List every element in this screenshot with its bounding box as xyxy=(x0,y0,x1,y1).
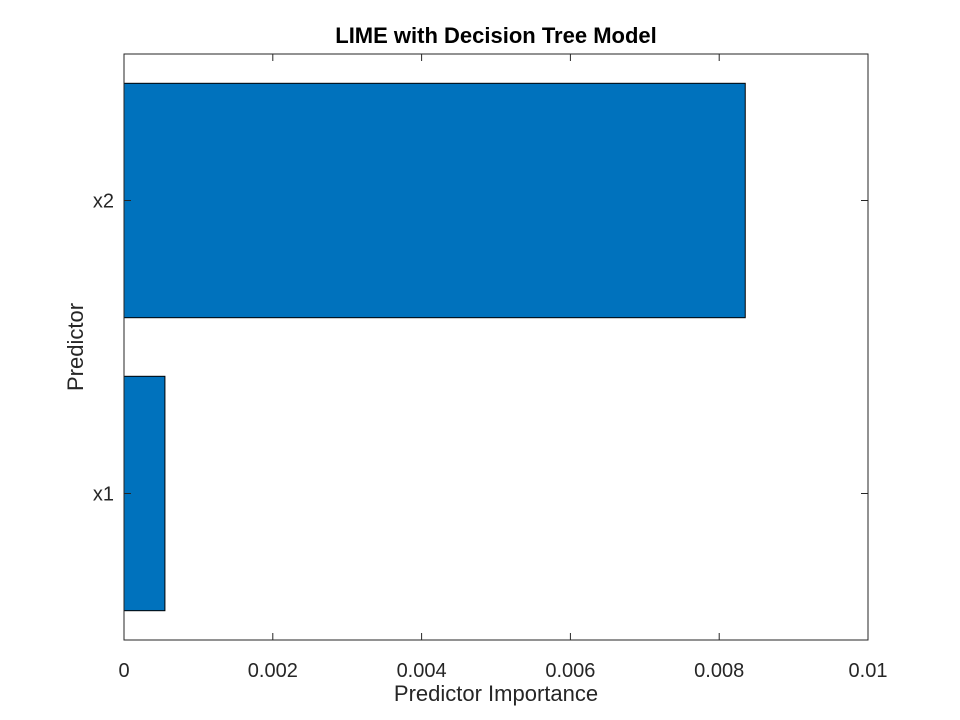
y-tick-label-x2: x2 xyxy=(93,191,114,213)
y-tick-label-x1: x1 xyxy=(93,484,114,506)
chart-title: LIME with Decision Tree Model xyxy=(335,23,657,48)
x-tick-label: 0.008 xyxy=(694,660,744,682)
x-axis-label: Predictor Importance xyxy=(394,681,598,706)
bars xyxy=(123,82,746,612)
x-tick-label: 0.002 xyxy=(248,660,298,682)
plot-frame xyxy=(123,53,869,641)
x-tick-label: 0.004 xyxy=(397,660,447,682)
bar-x2 xyxy=(123,82,746,319)
x-tick-label: 0.006 xyxy=(545,660,595,682)
x-tick-label: 0 xyxy=(118,660,129,682)
x-tick-label: 0.01 xyxy=(849,660,888,682)
ticks: x1 x2 0 0.002 0.004 0.006 0.008 0.01 xyxy=(93,54,888,682)
y-axis-label: Predictor xyxy=(63,303,88,391)
